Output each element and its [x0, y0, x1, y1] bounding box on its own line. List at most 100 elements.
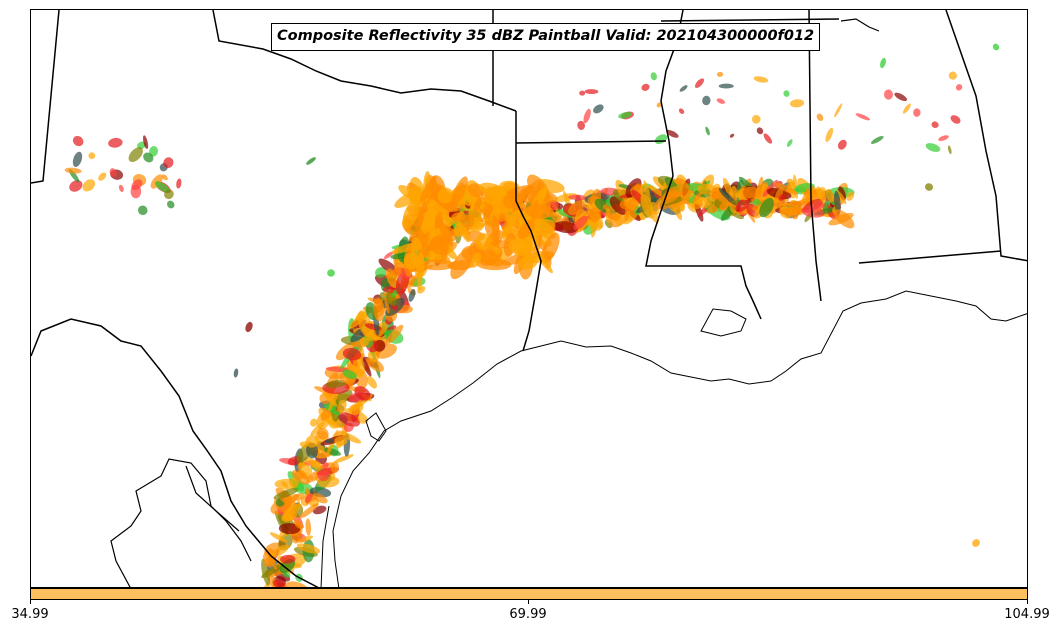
- reflectivity-blob: [137, 205, 148, 216]
- reflectivity-blob: [340, 432, 362, 444]
- reflectivity-blob: [418, 194, 431, 228]
- reflectivity-blob: [792, 196, 814, 213]
- reflectivity-blob: [741, 186, 761, 199]
- reflectivity-blob: [460, 214, 475, 228]
- reflectivity-blob: [450, 248, 474, 280]
- reflectivity-blob: [262, 581, 271, 587]
- reflectivity-blob: [763, 133, 773, 144]
- reflectivity-blob: [593, 104, 604, 114]
- reflectivity-blob: [291, 493, 305, 501]
- reflectivity-blob: [305, 435, 320, 448]
- reflectivity-blob: [718, 187, 737, 206]
- reflectivity-blob: [826, 189, 835, 203]
- reflectivity-blob: [884, 89, 893, 100]
- reflectivity-blob: [719, 202, 729, 211]
- reflectivity-blob: [948, 71, 957, 80]
- reflectivity-blob: [327, 269, 335, 277]
- reflectivity-blob: [834, 103, 843, 118]
- reflectivity-blob: [950, 115, 961, 124]
- reflectivity-blob: [245, 321, 253, 333]
- rio-grande-border: [31, 318, 319, 587]
- reflectivity-blob: [789, 99, 805, 108]
- reflectivity-blob: [501, 185, 535, 200]
- reflectivity-blob: [149, 146, 158, 157]
- reflectivity-blob: [273, 579, 286, 587]
- reflectivity-blob: [437, 217, 454, 247]
- reflectivity-blob: [836, 190, 847, 205]
- ms-al-border: [808, 10, 822, 302]
- colorbar-tick-1: [528, 600, 529, 604]
- map-panel: Composite Reflectivity 35 dBZ Paintball …: [30, 9, 1028, 588]
- reflectivity-blob: [609, 196, 628, 215]
- reflectivity-blob: [69, 180, 83, 192]
- reflectivity-blob: [992, 43, 1000, 51]
- reflectivity-blob: [816, 202, 825, 209]
- reflectivity-blob: [72, 136, 84, 147]
- reflectivity-blob: [751, 115, 761, 124]
- reflectivity-blob: [846, 191, 855, 201]
- reflectivity-blob: [420, 175, 437, 203]
- reflectivity-blob: [337, 400, 347, 413]
- reflectivity-blob: [577, 120, 585, 130]
- reflectivity-blob: [837, 139, 847, 150]
- reflectivity-blob: [297, 535, 314, 543]
- reflectivity-blob: [280, 554, 296, 564]
- reflectivity-blob: [870, 136, 884, 144]
- reflectivity-blob: [947, 145, 952, 155]
- reflectivity-blob: [783, 90, 790, 97]
- reflectivity-blob: [385, 324, 404, 345]
- colorbar-tick-2: [1027, 600, 1028, 604]
- reflectivity-blob: [508, 238, 534, 256]
- reflectivity-blob: [383, 251, 394, 259]
- reflectivity-blob: [131, 179, 143, 191]
- reflectivity-blob: [310, 418, 318, 427]
- reflectivity-blob: [729, 133, 735, 138]
- reflectivity-blob: [925, 143, 941, 152]
- reflectivity-blob: [475, 233, 492, 251]
- reflectivity-blob: [451, 176, 468, 207]
- louisiana-delta: [700, 308, 747, 337]
- reflectivity-blob: [430, 235, 450, 256]
- sabine-border: [515, 111, 542, 352]
- reflectivity-blob: [143, 152, 154, 163]
- colorbar: [30, 588, 1028, 600]
- reflectivity-blob: [392, 266, 402, 278]
- reflectivity-blob: [437, 187, 454, 204]
- reflectivity-blob: [359, 337, 369, 347]
- reflectivity-blob: [778, 194, 786, 201]
- reflectivity-blob: [82, 179, 96, 192]
- reflectivity-blob: [284, 581, 309, 587]
- red-river-border: [212, 10, 517, 112]
- reflectivity-blob: [692, 191, 703, 203]
- reflectivity-blob: [317, 469, 330, 482]
- reflectivity-blob: [661, 185, 682, 205]
- reflectivity-blob: [717, 196, 738, 207]
- reflectivity-blob: [573, 215, 588, 231]
- reflectivity-blob: [718, 83, 734, 89]
- mexico-state-line: [110, 458, 252, 587]
- ar-la-border: [515, 140, 667, 144]
- reflectivity-blob: [679, 85, 688, 92]
- reflectivity-blob: [656, 102, 663, 108]
- reflectivity-blob: [774, 182, 798, 195]
- reflectivity-blob: [913, 108, 921, 117]
- reflectivity-blob: [402, 200, 420, 229]
- colorbar-tick-label-2: 104.99: [1004, 607, 1050, 622]
- reflectivity-blob: [833, 209, 855, 229]
- reflectivity-blob: [531, 199, 539, 223]
- reflectivity-blob: [805, 188, 819, 199]
- reflectivity-blob: [650, 72, 657, 81]
- reflectivity-blob: [390, 304, 399, 311]
- reflectivity-blob: [816, 187, 826, 199]
- reflectivity-blob: [938, 135, 949, 142]
- mississippi-river-border: [645, 10, 762, 320]
- reflectivity-blob: [419, 259, 455, 271]
- reflectivity-blob: [584, 89, 599, 95]
- reflectivity-blob: [786, 139, 793, 147]
- reflectivity-blob: [924, 183, 934, 191]
- colorbar-tick-label-1: 69.99: [509, 607, 547, 622]
- reflectivity-blob: [640, 193, 654, 219]
- reflectivity-blob: [501, 208, 521, 238]
- reflectivity-blob: [109, 168, 117, 178]
- reflectivity-blob: [297, 462, 313, 475]
